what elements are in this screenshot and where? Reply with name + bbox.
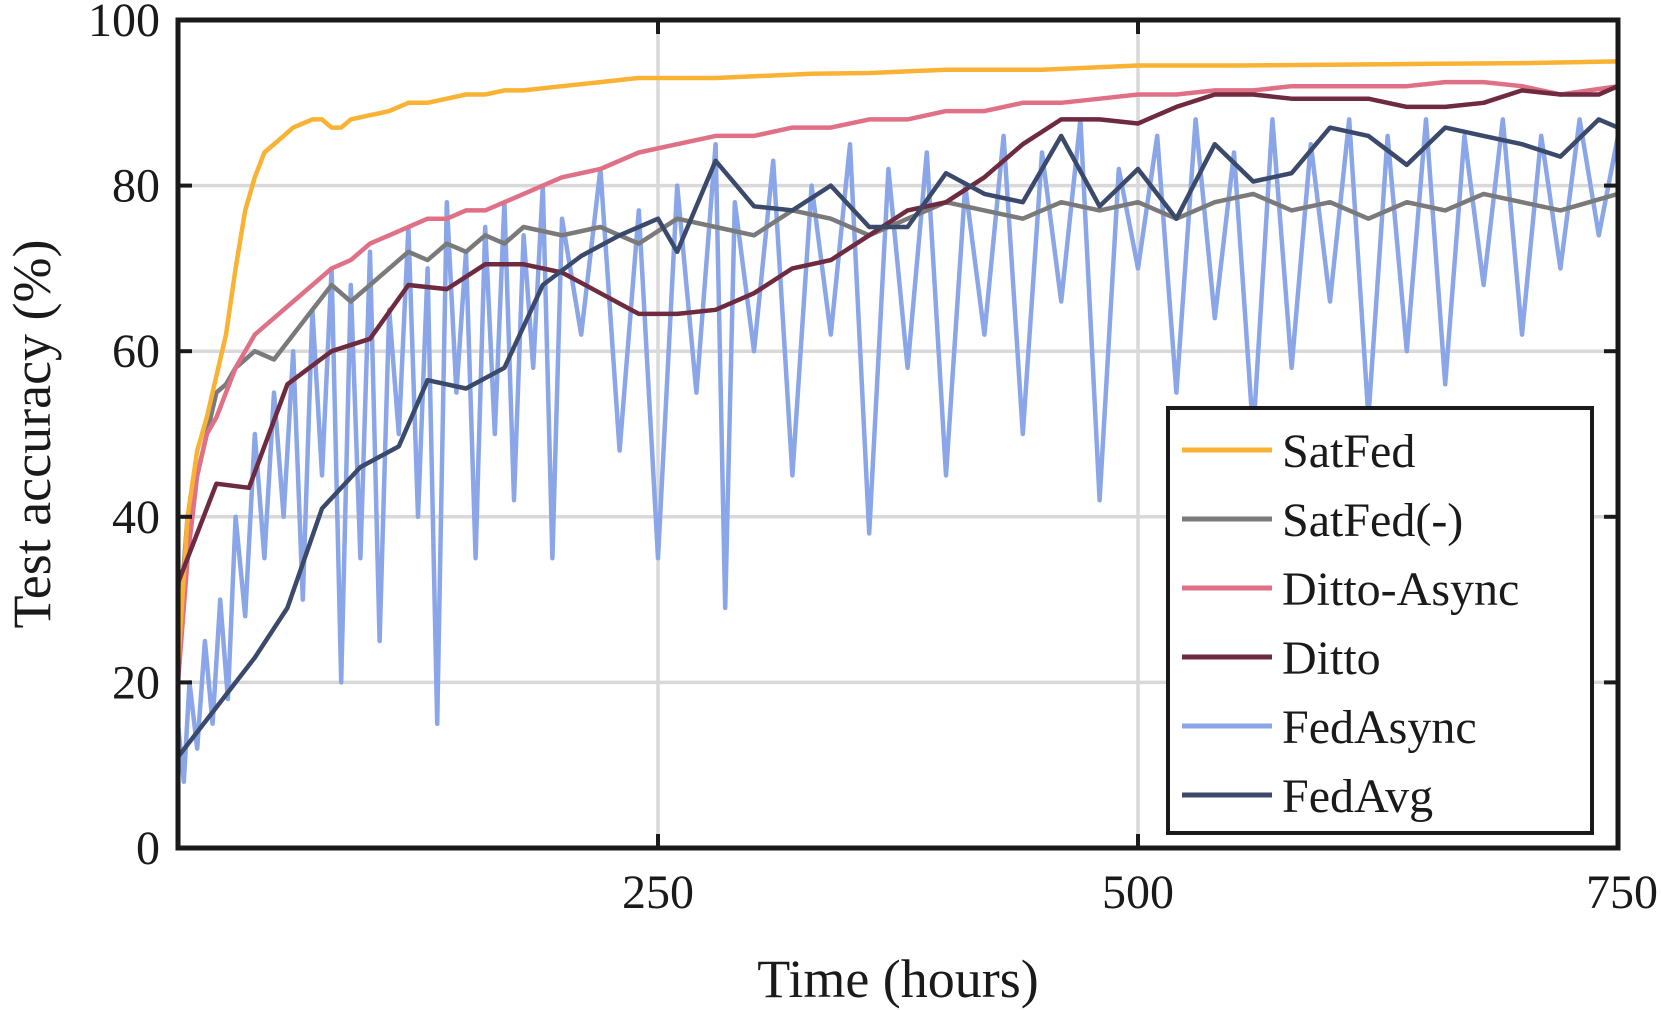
- x-tick-label: 250: [622, 866, 694, 919]
- tick-labels: 0 20 40 60 80 100 250 500 750: [88, 0, 1658, 919]
- x-tick-label: 500: [1102, 866, 1174, 919]
- y-axis-label: Test accuracy (%): [2, 240, 62, 629]
- y-tick-label: 0: [136, 822, 160, 875]
- y-tick-label: 80: [112, 160, 160, 213]
- y-tick-label: 100: [88, 0, 160, 47]
- plot-frame: [175, 17, 1621, 851]
- legend-label-satfed: SatFed: [1282, 425, 1415, 478]
- legend-label-fedasync: FedAsync: [1282, 701, 1477, 754]
- legend-label-ditto: Ditto: [1282, 632, 1381, 685]
- y-tick-label: 40: [112, 491, 160, 544]
- legend-label-satfed: SatFed(-): [1282, 494, 1463, 547]
- series-layer: [178, 59, 1618, 785]
- y-tick-label: 60: [112, 325, 160, 378]
- series-line-ditto-async: [178, 79, 1618, 685]
- legend-label-ditto-async: Ditto-Async: [1282, 563, 1519, 616]
- legend-box: [1166, 406, 1594, 835]
- y-tick-label: 20: [112, 656, 160, 709]
- series-line-satfed: [178, 59, 1618, 669]
- legend: SatFed SatFed(-) Ditto-Async Ditto FedAsync F…: [1166, 406, 1594, 835]
- x-tick-label: 750: [1586, 866, 1658, 919]
- series-line-satfed: [178, 191, 1618, 644]
- x-axis-label: Time (hours): [757, 949, 1039, 1009]
- legend-label-fedavg: FedAvg: [1282, 770, 1433, 823]
- ticks: [178, 18, 1620, 850]
- series-line-ditto: [178, 83, 1618, 586]
- series-line-fedavg: [178, 117, 1618, 760]
